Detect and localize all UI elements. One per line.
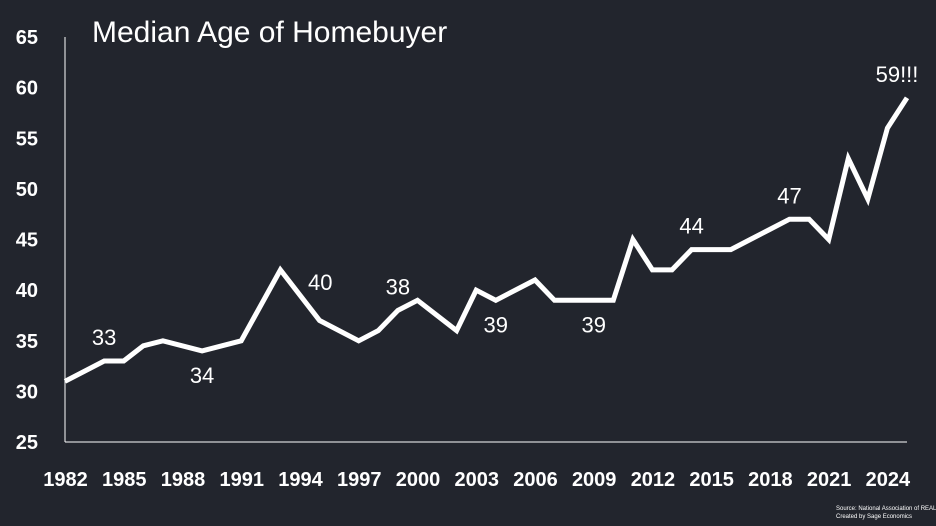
- x-tick-label: 1982: [43, 469, 88, 491]
- y-tick-label: 35: [16, 331, 38, 353]
- x-tick-label: 2018: [748, 469, 793, 491]
- data-label: 34: [190, 363, 214, 388]
- y-tick-label: 40: [16, 280, 38, 302]
- y-tick-label: 65: [16, 27, 38, 49]
- x-tick-label: 1988: [161, 469, 206, 491]
- source-text: Source: National Association of REALTORS: [836, 506, 936, 512]
- data-label: 59!!!: [876, 62, 919, 87]
- data-label: 47: [777, 183, 801, 208]
- y-tick-label: 60: [16, 78, 38, 100]
- data-label: 39: [484, 312, 508, 337]
- x-tick-label: 2000: [396, 469, 441, 491]
- x-tick-label: 1994: [278, 469, 323, 491]
- x-tick-label: 1985: [102, 469, 147, 491]
- series-line: [63, 96, 910, 384]
- data-label: 33: [92, 325, 116, 350]
- x-tick-label: 2009: [572, 469, 617, 491]
- x-tick-label: 2003: [454, 469, 499, 491]
- y-tick-label: 50: [16, 179, 38, 201]
- x-tick-label: 2024: [866, 469, 911, 491]
- source-note: Source: National Association of REALTORS…: [836, 506, 936, 520]
- data-labels: 33 34 40 38 39 39 44 47 59!!!: [92, 62, 918, 388]
- data-label: 38: [386, 274, 410, 299]
- data-label: 40: [308, 270, 332, 295]
- x-tick-label: 2015: [689, 469, 734, 491]
- y-tick-label: 45: [16, 230, 38, 252]
- y-tick-label: 55: [16, 128, 38, 150]
- x-tick-label: 2012: [631, 469, 676, 491]
- y-tick-label: 25: [16, 432, 38, 454]
- x-tick-labels: 1982 1985 1988 1991 1994 1997 2000 2003 2006 2009…: [43, 469, 911, 491]
- data-label: 39: [581, 312, 605, 337]
- y-tick-labels: 25 30 35 40 45 50 55 60 65: [16, 27, 38, 454]
- x-tick-label: 1997: [337, 469, 382, 491]
- chart-title: Median Age of Homebuyer: [92, 16, 447, 49]
- x-tick-label: 1991: [219, 469, 264, 491]
- data-series: [63, 96, 910, 384]
- x-tick-label: 2006: [513, 469, 558, 491]
- data-label: 44: [679, 214, 703, 239]
- y-tick-label: 30: [16, 381, 38, 403]
- source-text: Created by Sage Economics: [836, 514, 912, 520]
- axes: [64, 37, 907, 443]
- x-tick-label: 2021: [807, 469, 852, 491]
